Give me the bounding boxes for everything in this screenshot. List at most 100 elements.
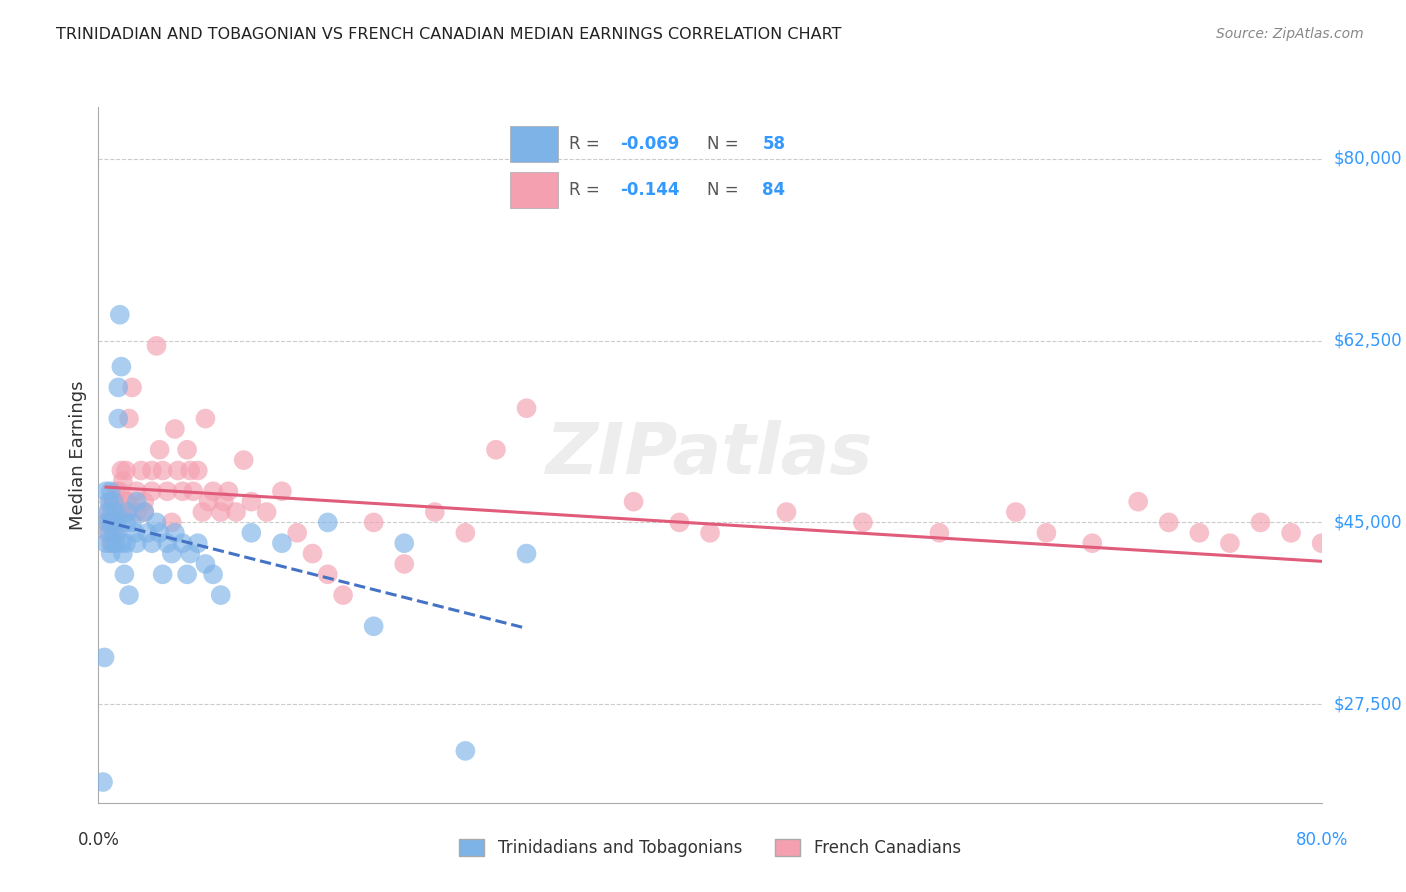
Point xyxy=(145,339,167,353)
Point xyxy=(156,536,179,550)
Point xyxy=(129,463,152,477)
Point xyxy=(1188,525,1211,540)
Point xyxy=(141,484,163,499)
Text: $45,000: $45,000 xyxy=(1334,514,1402,532)
Point xyxy=(115,505,138,519)
Point xyxy=(423,505,446,519)
Point xyxy=(104,505,127,519)
Point xyxy=(100,547,122,561)
Point xyxy=(232,453,254,467)
Point xyxy=(98,494,121,508)
Point xyxy=(100,494,122,508)
Text: -0.144: -0.144 xyxy=(620,181,679,199)
Point xyxy=(485,442,508,457)
Text: $27,500: $27,500 xyxy=(1334,695,1403,713)
Point xyxy=(97,505,120,519)
Text: -0.069: -0.069 xyxy=(620,136,679,153)
Point xyxy=(928,525,950,540)
Point xyxy=(110,463,132,477)
Point xyxy=(179,463,201,477)
Point xyxy=(179,547,201,561)
Point xyxy=(176,567,198,582)
Point xyxy=(149,442,172,457)
Point xyxy=(270,536,292,550)
Point xyxy=(775,505,797,519)
Point xyxy=(115,536,138,550)
Point xyxy=(91,775,114,789)
Point xyxy=(110,536,132,550)
Point xyxy=(107,380,129,394)
Point xyxy=(105,484,128,499)
Point xyxy=(94,516,117,530)
Legend: Trinidadians and Tobagonians, French Canadians: Trinidadians and Tobagonians, French Can… xyxy=(453,832,967,864)
FancyBboxPatch shape xyxy=(510,172,558,208)
Point xyxy=(136,525,159,540)
Point xyxy=(105,516,128,530)
Text: $62,500: $62,500 xyxy=(1334,332,1403,350)
Point xyxy=(699,525,721,540)
Point xyxy=(98,505,121,519)
Point xyxy=(107,505,129,519)
Point xyxy=(194,557,217,571)
Point xyxy=(134,505,156,519)
Point xyxy=(240,494,263,508)
Text: 58: 58 xyxy=(762,136,786,153)
Point xyxy=(108,308,131,322)
Point xyxy=(1157,516,1180,530)
Point xyxy=(301,547,323,561)
Point xyxy=(145,516,167,530)
Point xyxy=(108,484,131,499)
Point xyxy=(191,505,214,519)
Point xyxy=(103,494,125,508)
Text: 80.0%: 80.0% xyxy=(1295,830,1348,848)
Y-axis label: Median Earnings: Median Earnings xyxy=(69,380,87,530)
Point xyxy=(209,588,232,602)
Point xyxy=(187,463,209,477)
Point xyxy=(100,484,122,499)
Text: ZIPatlas: ZIPatlas xyxy=(547,420,873,490)
Point xyxy=(332,588,354,602)
Point xyxy=(202,567,225,582)
Point xyxy=(209,505,232,519)
Point xyxy=(103,494,125,508)
Point xyxy=(454,525,477,540)
Point xyxy=(256,505,278,519)
Point xyxy=(121,516,143,530)
Point xyxy=(160,516,183,530)
Point xyxy=(107,411,129,425)
Text: R =: R = xyxy=(568,181,605,199)
Point xyxy=(217,484,239,499)
Text: N =: N = xyxy=(707,136,744,153)
Point xyxy=(141,536,163,550)
Point xyxy=(1081,536,1104,550)
Point xyxy=(156,484,179,499)
Point xyxy=(112,567,135,582)
Point xyxy=(118,411,141,425)
Point xyxy=(118,588,141,602)
Point xyxy=(134,494,156,508)
Point xyxy=(1004,505,1026,519)
Point xyxy=(1279,525,1302,540)
Point xyxy=(94,484,117,499)
Text: TRINIDADIAN AND TOBAGONIAN VS FRENCH CANADIAN MEDIAN EARNINGS CORRELATION CHART: TRINIDADIAN AND TOBAGONIAN VS FRENCH CAN… xyxy=(56,27,842,42)
Point xyxy=(100,536,122,550)
Point xyxy=(363,516,385,530)
Point xyxy=(152,567,174,582)
Point xyxy=(516,547,538,561)
Point xyxy=(363,619,385,633)
Point xyxy=(212,494,235,508)
Text: 0.0%: 0.0% xyxy=(77,830,120,848)
Point xyxy=(1219,536,1241,550)
Point xyxy=(117,505,139,519)
Point xyxy=(115,516,138,530)
Point xyxy=(100,516,122,530)
Point xyxy=(103,516,125,530)
Text: Source: ZipAtlas.com: Source: ZipAtlas.com xyxy=(1216,27,1364,41)
Point xyxy=(1341,588,1364,602)
Point xyxy=(1128,494,1150,508)
Point xyxy=(392,536,416,550)
Point xyxy=(1402,650,1406,665)
Point xyxy=(240,525,263,540)
Point xyxy=(316,516,339,530)
Point xyxy=(97,516,120,530)
